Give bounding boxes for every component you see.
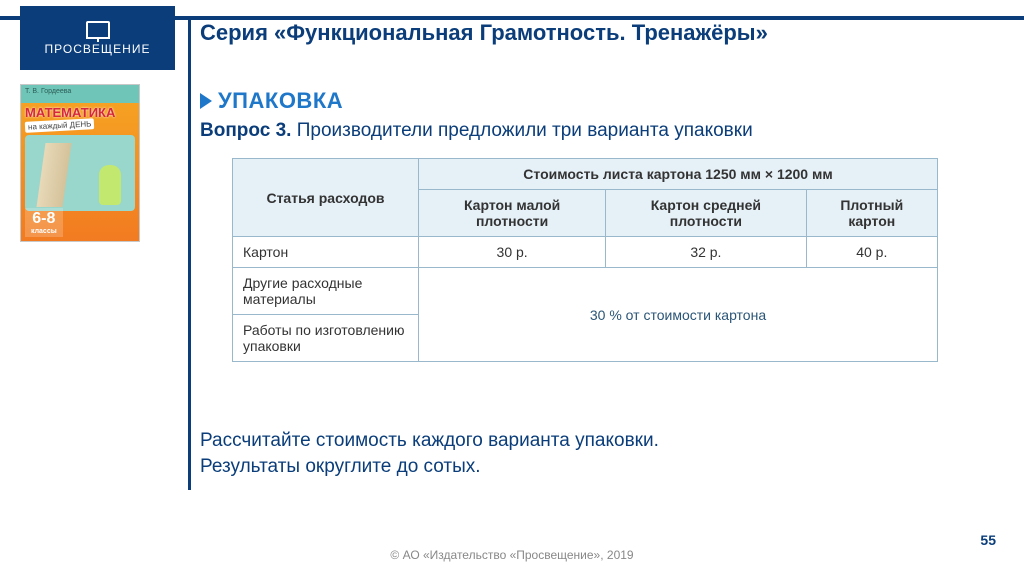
table-row: Другие расходные материалы 30 % от стоим… (233, 268, 938, 315)
book-illustration (25, 135, 135, 211)
cell-value: 32 р. (606, 237, 806, 268)
conclusion-line-1: Рассчитайте стоимость каждого варианта у… (200, 430, 659, 451)
book-grade: 6-8 классы (25, 208, 63, 237)
cell-label: Работы по изго­товлению упаковки (233, 315, 419, 362)
conclusion: Рассчитайте стоимость каждого варианта у… (200, 428, 659, 479)
publisher-logo: ПРОСВЕЩЕНИЕ (20, 6, 175, 70)
cell-label: Картон (233, 237, 419, 268)
table-row: Картон 30 р. 32 р. 40 р. (233, 237, 938, 268)
th-mid-density: Картон сред­ней плотности (606, 190, 806, 237)
question-line: Вопрос 3. Производители предложили три в… (200, 120, 753, 142)
section-heading: УПАКОВКА (200, 88, 343, 114)
page-number: 55 (980, 532, 996, 548)
logo-text: ПРОСВЕЩЕНИЕ (45, 42, 151, 56)
cell-merged-note: 30 % от стоимости картона (419, 268, 938, 362)
question-label: Вопрос 3. (200, 120, 291, 141)
cell-value: 40 р. (806, 237, 937, 268)
th-high-density: Плотный картон (806, 190, 937, 237)
series-title: Серия «Функциональная Грамотность. Трена… (200, 20, 768, 46)
bullet-icon (200, 93, 212, 109)
cost-table: Статья расходов Стоимость листа картона … (232, 158, 938, 362)
th-expense: Статья расходов (233, 159, 419, 237)
book-author: Т. В. Гордеева (21, 85, 139, 103)
section-title: УПАКОВКА (218, 88, 343, 114)
book-title: МАТЕМАТИКА (25, 105, 135, 120)
book-subtitle: на каждый ДЕНЬ (25, 118, 95, 133)
question-text: Производители предложили три варианта уп… (291, 120, 752, 141)
book-cover: Т. В. Гордеева МАТЕМАТИКА на каждый ДЕНЬ… (20, 84, 140, 242)
vertical-divider (188, 20, 191, 490)
footer-copyright: © АО «Издательство «Просвещение», 2019 (0, 548, 1024, 562)
th-low-density: Картон малой плотности (419, 190, 606, 237)
logo-icon (86, 21, 110, 39)
cell-value: 30 р. (419, 237, 606, 268)
th-cost-header: Стоимость листа картона 1250 мм × 1200 м… (419, 159, 938, 190)
conclusion-line-2: Результаты округлите до сотых. (200, 456, 481, 477)
cell-label: Другие расходные материалы (233, 268, 419, 315)
